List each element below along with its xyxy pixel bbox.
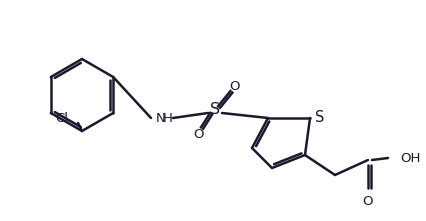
Text: OH: OH (399, 152, 419, 164)
Text: N: N (155, 112, 165, 124)
Text: O: O (193, 128, 204, 141)
Text: S: S (210, 103, 219, 118)
Text: S: S (314, 110, 324, 126)
Text: H: H (163, 112, 173, 124)
Text: O: O (362, 195, 372, 208)
Text: Cl: Cl (55, 112, 68, 126)
Text: O: O (229, 80, 240, 93)
